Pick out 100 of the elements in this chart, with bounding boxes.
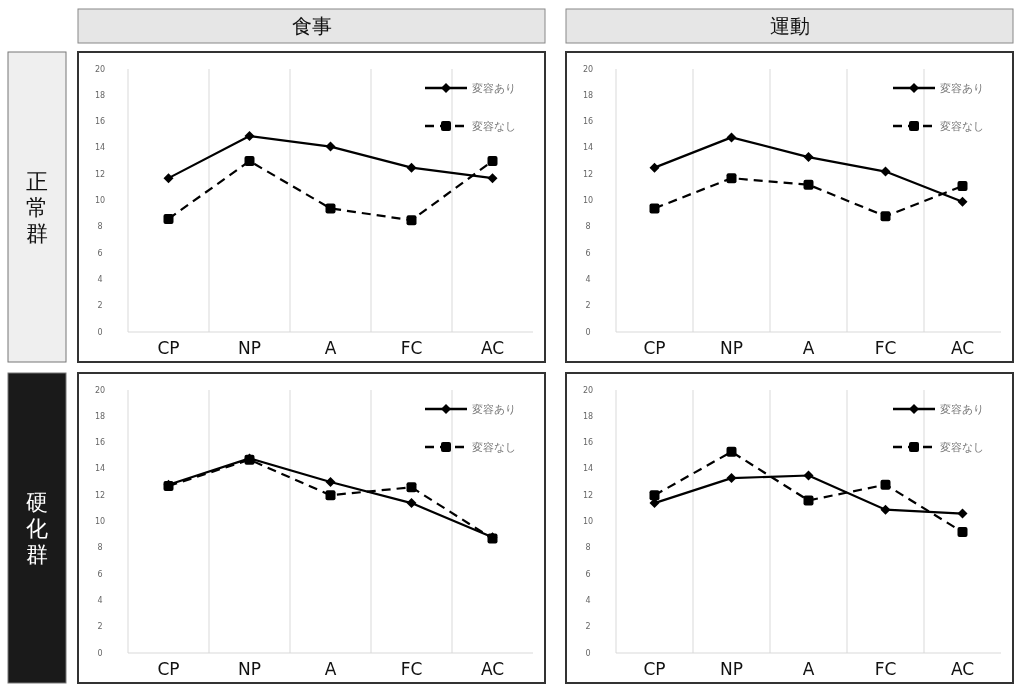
- point: [726, 132, 737, 143]
- y-tick-label: 4: [97, 595, 103, 605]
- point: [406, 498, 417, 509]
- point: [957, 527, 968, 538]
- y-tick-label: 8: [585, 543, 591, 553]
- point: [325, 490, 336, 501]
- x-tick-label: FC: [874, 338, 897, 358]
- point: [726, 446, 737, 457]
- point: [803, 152, 814, 163]
- x-tick-label: FC: [400, 659, 423, 679]
- point: [487, 173, 498, 184]
- point: [244, 131, 255, 142]
- point: [649, 490, 660, 501]
- x-tick-label: AC: [480, 659, 505, 679]
- y-tick-label: 4: [585, 595, 591, 605]
- point: [803, 470, 814, 481]
- y-tick-label: 6: [97, 248, 103, 258]
- y-tick-label: 16: [94, 117, 106, 127]
- y-tick-label: 4: [97, 274, 103, 284]
- point: [880, 211, 891, 222]
- point: [957, 508, 968, 519]
- y-tick-label: 6: [585, 569, 591, 579]
- y-tick-label: 14: [94, 143, 106, 153]
- point: [244, 156, 255, 167]
- y-tick-label: 20: [94, 385, 106, 395]
- legend-label: 変容あり: [472, 81, 516, 95]
- point: [325, 141, 336, 152]
- y-tick-label: 18: [582, 90, 594, 100]
- y-tick-label: 18: [94, 411, 106, 421]
- point: [406, 162, 417, 173]
- point: [957, 196, 968, 207]
- point: [325, 203, 336, 214]
- y-tick-label: 8: [97, 543, 103, 553]
- x-tick-label: CP: [157, 659, 180, 679]
- point: [649, 203, 660, 214]
- x-tick-label: NP: [720, 338, 743, 358]
- y-tick-label: 18: [582, 411, 594, 421]
- x-tick-label: AC: [950, 659, 975, 679]
- point: [406, 215, 417, 226]
- point: [649, 162, 660, 173]
- y-tick-label: 0: [585, 327, 591, 337]
- point: [803, 495, 814, 506]
- point: [880, 166, 891, 177]
- point: [803, 179, 814, 190]
- x-tick-label: AC: [950, 338, 975, 358]
- legend-label: 変容あり: [940, 402, 984, 416]
- x-tick-label: FC: [874, 659, 897, 679]
- y-tick-label: 10: [94, 196, 106, 205]
- y-tick-label: 4: [585, 274, 591, 284]
- point: [880, 479, 891, 490]
- legend-label: 変容なし: [940, 440, 984, 454]
- y-tick-label: 2: [97, 622, 103, 632]
- y-tick-label: 8: [585, 222, 591, 232]
- x-tick-label: A: [802, 338, 815, 358]
- x-tick-label: A: [324, 338, 337, 358]
- x-tick-label: A: [324, 659, 337, 679]
- x-tick-label: CP: [643, 659, 666, 679]
- y-tick-label: 10: [582, 196, 594, 205]
- chart-title: 食事: [291, 14, 332, 38]
- point: [957, 181, 968, 192]
- y-tick-label: 14: [94, 464, 106, 474]
- x-tick-label: AC: [480, 338, 505, 358]
- y-tick-label: 2: [97, 301, 103, 311]
- point: [325, 477, 336, 488]
- point: [406, 482, 417, 493]
- y-tick-label: 0: [585, 648, 591, 658]
- y-tick-label: 20: [582, 385, 594, 395]
- y-tick-label: 10: [94, 517, 106, 526]
- legend-label: 変容あり: [472, 402, 516, 416]
- point: [726, 473, 737, 484]
- point: [487, 156, 498, 167]
- point: [163, 173, 174, 184]
- y-tick-label: 16: [94, 438, 106, 448]
- point: [726, 173, 737, 184]
- chart-title: 運動: [769, 14, 810, 38]
- x-tick-label: FC: [400, 338, 423, 358]
- y-tick-label: 14: [582, 464, 594, 474]
- y-tick-label: 6: [97, 569, 103, 579]
- y-tick-label: 12: [582, 490, 594, 500]
- legend-label: 変容なし: [472, 119, 516, 133]
- y-tick-label: 12: [582, 169, 594, 179]
- point: [163, 213, 174, 224]
- y-tick-label: 12: [94, 169, 106, 179]
- x-tick-label: CP: [643, 338, 666, 358]
- point: [880, 504, 891, 515]
- y-tick-label: 0: [97, 648, 103, 658]
- y-tick-label: 10: [582, 517, 594, 526]
- y-tick-label: 2: [585, 622, 591, 632]
- x-tick-label: A: [802, 659, 815, 679]
- y-tick-label: 20: [94, 64, 106, 74]
- x-tick-label: CP: [157, 338, 180, 358]
- x-tick-label: NP: [720, 659, 743, 679]
- y-tick-label: 16: [582, 117, 594, 127]
- y-tick-label: 6: [585, 248, 591, 258]
- y-tick-label: 16: [582, 438, 594, 448]
- legend-label: 変容なし: [472, 440, 516, 454]
- y-axis-title: 正常群: [26, 169, 48, 246]
- legend-label: 変容あり: [940, 81, 984, 95]
- y-tick-label: 12: [94, 490, 106, 500]
- y-tick-label: 14: [582, 143, 594, 153]
